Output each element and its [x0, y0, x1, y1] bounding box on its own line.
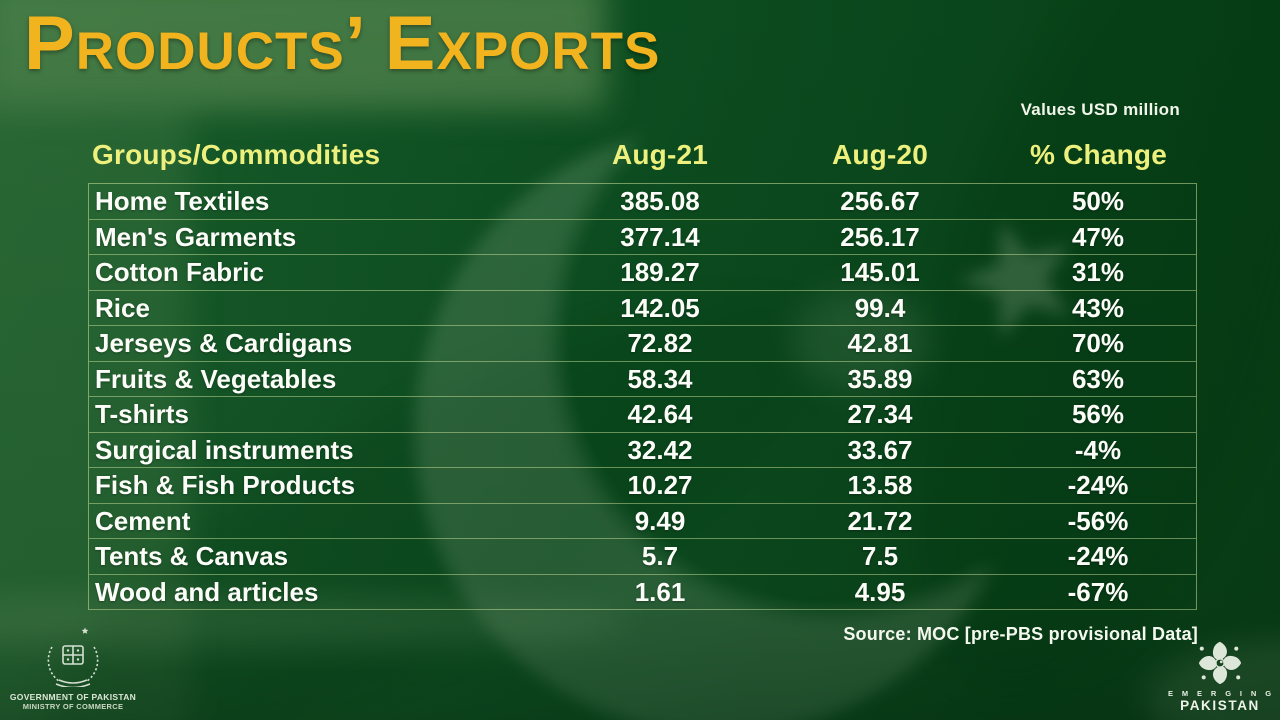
table-row: Men's Garments 377.14 256.17 47% [89, 220, 1196, 255]
commodity-name: Fish & Fish Products [95, 470, 356, 501]
aug21-value: 189.27 [620, 257, 700, 288]
change-value: 50% [1071, 186, 1125, 217]
change-value: -67% [1067, 576, 1129, 607]
table-row: Cotton Fabric 189.27 145.01 31% [89, 255, 1196, 291]
change-value: -56% [1067, 505, 1129, 536]
table-body: Home Textiles 385.08 256.67 50% Men's Ga… [88, 183, 1197, 610]
change-value: -4% [1074, 434, 1122, 465]
commodity-name: Cotton Fabric [95, 257, 264, 288]
column-header-aug21: Aug-21 [611, 139, 709, 170]
aug21-value: 32.42 [627, 434, 693, 465]
table-row: Rice 142.05 99.4 43% [89, 291, 1196, 326]
table-row: Wood and articles 1.61 4.95 -67% [89, 575, 1196, 610]
aug21-value: 72.82 [627, 328, 693, 359]
source-note: Source: MOC [pre-PBS provisional Data] [843, 624, 1198, 644]
aug20-value: 21.72 [847, 505, 913, 536]
column-header-commodities: Groups/Commodities [92, 139, 381, 170]
pakistan-state-emblem-icon [47, 627, 99, 687]
change-value: 31% [1071, 257, 1125, 288]
aug20-value: 42.81 [847, 328, 913, 359]
change-value: 47% [1071, 221, 1125, 252]
values-unit-note: Values USD million [1020, 100, 1180, 119]
commodity-name: Wood and articles [95, 576, 319, 607]
column-header-change: % Change [1030, 139, 1167, 170]
aug21-value: 142.05 [620, 292, 700, 323]
commodity-name: Surgical instruments [95, 434, 354, 465]
commodity-name: T-shirts [95, 399, 189, 430]
aug20-value: 256.67 [840, 186, 920, 217]
commodity-name: Fruits & Vegetables [95, 363, 337, 394]
commodity-name: Tents & Canvas [95, 541, 289, 572]
table-row: Cement 9.49 21.72 -56% [89, 504, 1196, 539]
change-value: 70% [1071, 328, 1125, 359]
table-header: Groups/Commodities Aug-21 Aug-20 % Chang… [88, 134, 1197, 176]
aug21-value: 5.7 [641, 541, 679, 572]
aug20-value: 13.58 [847, 470, 913, 501]
government-of-pakistan-label: GOVERNMENT OF PAKISTAN [9, 692, 137, 702]
ministry-of-commerce-label: MINISTRY OF COMMERCE [22, 702, 124, 711]
change-value: -24% [1067, 470, 1129, 501]
change-value: 63% [1071, 363, 1125, 394]
commodity-name: Men's Garments [95, 221, 297, 252]
footer-government: GOVERNMENT OF PAKISTAN MINISTRY OF COMME… [5, 625, 141, 711]
table-row: Surgical instruments 32.42 33.67 -4% [89, 433, 1196, 468]
change-value: 56% [1071, 399, 1125, 430]
emerging-pakistan-swirl-icon [1198, 641, 1242, 685]
aug21-value: 9.49 [634, 505, 686, 536]
aug20-value: 35.89 [847, 363, 913, 394]
commodity-name: Rice [95, 292, 150, 323]
aug21-value: 385.08 [620, 186, 700, 217]
table-row: Home Textiles 385.08 256.67 50% [89, 184, 1196, 220]
commodity-name: Home Textiles [95, 186, 270, 217]
column-header-aug20: Aug-20 [831, 139, 929, 170]
footer-emerging-pakistan: E M E R G I N G PAKISTAN [1168, 640, 1272, 713]
aug21-value: 1.61 [634, 576, 686, 607]
commodity-name: Jerseys & Cardigans [95, 328, 353, 359]
pakistan-label: PAKISTAN [1180, 698, 1260, 713]
aug20-value: 256.17 [840, 221, 920, 252]
aug20-value: 99.4 [854, 292, 906, 323]
page-title: Products’ Exports [24, 1, 661, 86]
aug20-value: 7.5 [861, 541, 899, 572]
aug20-value: 33.67 [847, 434, 913, 465]
aug21-value: 42.64 [627, 399, 693, 430]
aug21-value: 377.14 [620, 221, 700, 252]
aug20-value: 4.95 [854, 576, 906, 607]
change-value: 43% [1071, 292, 1125, 323]
change-value: -24% [1067, 541, 1129, 572]
table-row: Fruits & Vegetables 58.34 35.89 63% [89, 362, 1196, 397]
aug20-value: 145.01 [840, 257, 920, 288]
table-row: Fish & Fish Products 10.27 13.58 -24% [89, 468, 1196, 504]
emerging-label: E M E R G I N G [1168, 689, 1275, 698]
aug21-value: 10.27 [627, 470, 693, 501]
table-row: T-shirts 42.64 27.34 56% [89, 397, 1196, 433]
table-row: Jerseys & Cardigans 72.82 42.81 70% [89, 326, 1196, 362]
table-row: Tents & Canvas 5.7 7.5 -24% [89, 539, 1196, 575]
commodity-name: Cement [95, 505, 191, 536]
aug20-value: 27.34 [847, 399, 913, 430]
aug21-value: 58.34 [627, 363, 693, 394]
